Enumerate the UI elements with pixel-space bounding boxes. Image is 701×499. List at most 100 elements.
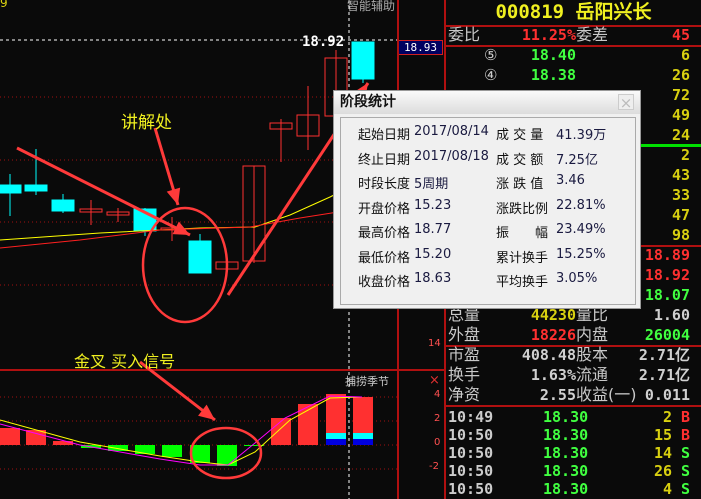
bid-row: 47 (446, 205, 696, 225)
indicator-bar (217, 445, 237, 466)
indicator-name[interactable]: 捕捞季节 (345, 375, 389, 388)
bid-row: 2 (446, 145, 696, 165)
price-row: 18.07 (446, 285, 696, 305)
tick-volume: 15 (653, 426, 672, 444)
pan-row: 外盘 18226 内盘 26004 (446, 325, 696, 345)
ask-row: ④ 18.38 26 (446, 65, 696, 85)
neipan-label: 内盘 (576, 325, 609, 344)
axis-price-label: 18.93 (398, 40, 443, 55)
stat-label: 开盘价格 (358, 201, 411, 217)
tick-side: S (680, 444, 690, 462)
dialog-title[interactable]: 阶段统计 (334, 91, 640, 114)
indicator-tick: 0 (434, 437, 441, 448)
tick-row: 10:50 18.30 14 S (446, 444, 696, 462)
ma-line-yellow (0, 191, 341, 241)
tick-side: B (680, 426, 690, 444)
top-tick: 9 (0, 0, 8, 10)
tick-volume: 26 (653, 462, 672, 480)
stat-label: 最低价格 (358, 250, 411, 266)
indicator-bar (353, 397, 373, 433)
candle-down (0, 184, 22, 194)
stock-name: 岳阳兴长 (575, 1, 652, 23)
bid-row: 98 (446, 225, 696, 245)
tick-row: 10:50 18.30 26 S (446, 462, 696, 480)
ask-bid-divider (606, 144, 701, 147)
tick-price: 18.30 (543, 480, 589, 498)
stat-value: 7.25亿 (556, 152, 598, 168)
turnover-row: 换手 1.63% 流通 2.71亿 (446, 365, 696, 385)
ask-volume: 26 (671, 66, 690, 84)
ask-volume: 72 (671, 86, 690, 104)
stat-value: 15.23 (414, 197, 452, 213)
volume-row: 总量 44230 量比 1.60 (446, 305, 696, 325)
bid-row: 43 (446, 165, 696, 185)
weicha: 45 (671, 26, 690, 44)
bid-volume: 2 (680, 146, 690, 164)
tick-side: B (680, 408, 690, 426)
stat-value: 2017/08/18 (414, 148, 489, 164)
pe-row: 市盈 408.48 股本 2.71亿 (446, 345, 696, 365)
huanshou: 1.63% (530, 366, 576, 384)
guben-label: 股本 (576, 345, 609, 364)
indicator-tick: 4 (434, 389, 441, 400)
assist-label[interactable]: 智能辅助 (347, 0, 396, 13)
waipan: 18226 (530, 326, 576, 344)
ask-price: 18.38 (530, 66, 576, 84)
bid-row: 33 (446, 185, 696, 205)
stage-stats-dialog[interactable]: 阶段统计 × 起始日期 2017/08/14 终止日期 2017/08/18 时段长度 5… (333, 90, 641, 309)
ask-level-marker: ⑤ (484, 46, 498, 64)
stat-label: 平均换手 (496, 275, 549, 290)
bid-volume: 33 (671, 186, 690, 204)
ask-row: ⑤ 18.40 6 (446, 45, 696, 65)
shiying: 408.48 (521, 346, 576, 364)
zongliang: 44230 (530, 306, 576, 324)
stat-value: 5周期 (414, 177, 449, 192)
price-value: 18.07 (644, 286, 690, 304)
tick-price: 18.30 (543, 408, 589, 426)
stat-label: 累计换手 (496, 250, 549, 266)
bid-volume: 47 (671, 206, 690, 224)
tick-price: 18.30 (543, 426, 589, 444)
arrowhead-icon (166, 187, 181, 205)
stat-label: 收盘价格 (358, 275, 411, 290)
ask-volume: 49 (671, 106, 690, 124)
indicator-bar (326, 394, 346, 433)
liangbi: 1.60 (653, 306, 690, 324)
tick-side: S (680, 480, 690, 498)
huanshou-label: 换手 (448, 365, 481, 384)
stat-label: 涨跌比例 (496, 201, 549, 217)
price-row: 18.89 (446, 245, 696, 265)
price-value: 18.89 (644, 246, 690, 264)
tick-time: 10:50 (448, 480, 494, 498)
guben: 2.71亿 (638, 346, 690, 364)
stat-value: 22.81% (556, 197, 606, 213)
indicator-bar (0, 428, 20, 445)
stock-title: 000819 岳阳兴长 (446, 0, 701, 25)
ask-volume: 6 (680, 46, 690, 64)
stock-code: 000819 (495, 1, 565, 23)
stat-label: 时段长度 (358, 177, 411, 192)
ma-line-red (0, 211, 339, 249)
liutong: 2.71亿 (638, 366, 690, 384)
ask-price: 18.40 (530, 46, 576, 64)
candle-down (51, 199, 75, 212)
indicator-bar (108, 445, 128, 451)
zongliang-label: 总量 (448, 305, 481, 324)
stat-label: 涨 跌 值 (496, 177, 544, 192)
tick-price: 18.30 (543, 462, 589, 480)
kline-chart[interactable] (0, 0, 446, 499)
arrowhead-icon (172, 221, 190, 235)
quote-panel: 000819 岳阳兴长 委比 11.25% 委差 45 ⑤ 18.40 6 ④ 18.38 26… (446, 0, 701, 499)
indicator-close-icon[interactable]: × (429, 373, 440, 388)
bid-volume: 43 (671, 166, 690, 184)
stat-value: 23.49% (556, 222, 606, 237)
stat-label: 起始日期 (358, 128, 411, 143)
jingzi: 2.55 (539, 386, 576, 404)
ask-row: 24 (446, 125, 696, 145)
indicator-tick: -2 (429, 461, 439, 472)
dialog-close-button[interactable]: × (618, 94, 634, 112)
candle-up (79, 208, 103, 213)
stat-label: 振 幅 (496, 226, 549, 241)
stat-value: 18.77 (414, 222, 452, 237)
stat-value: 2017/08/14 (414, 124, 489, 139)
